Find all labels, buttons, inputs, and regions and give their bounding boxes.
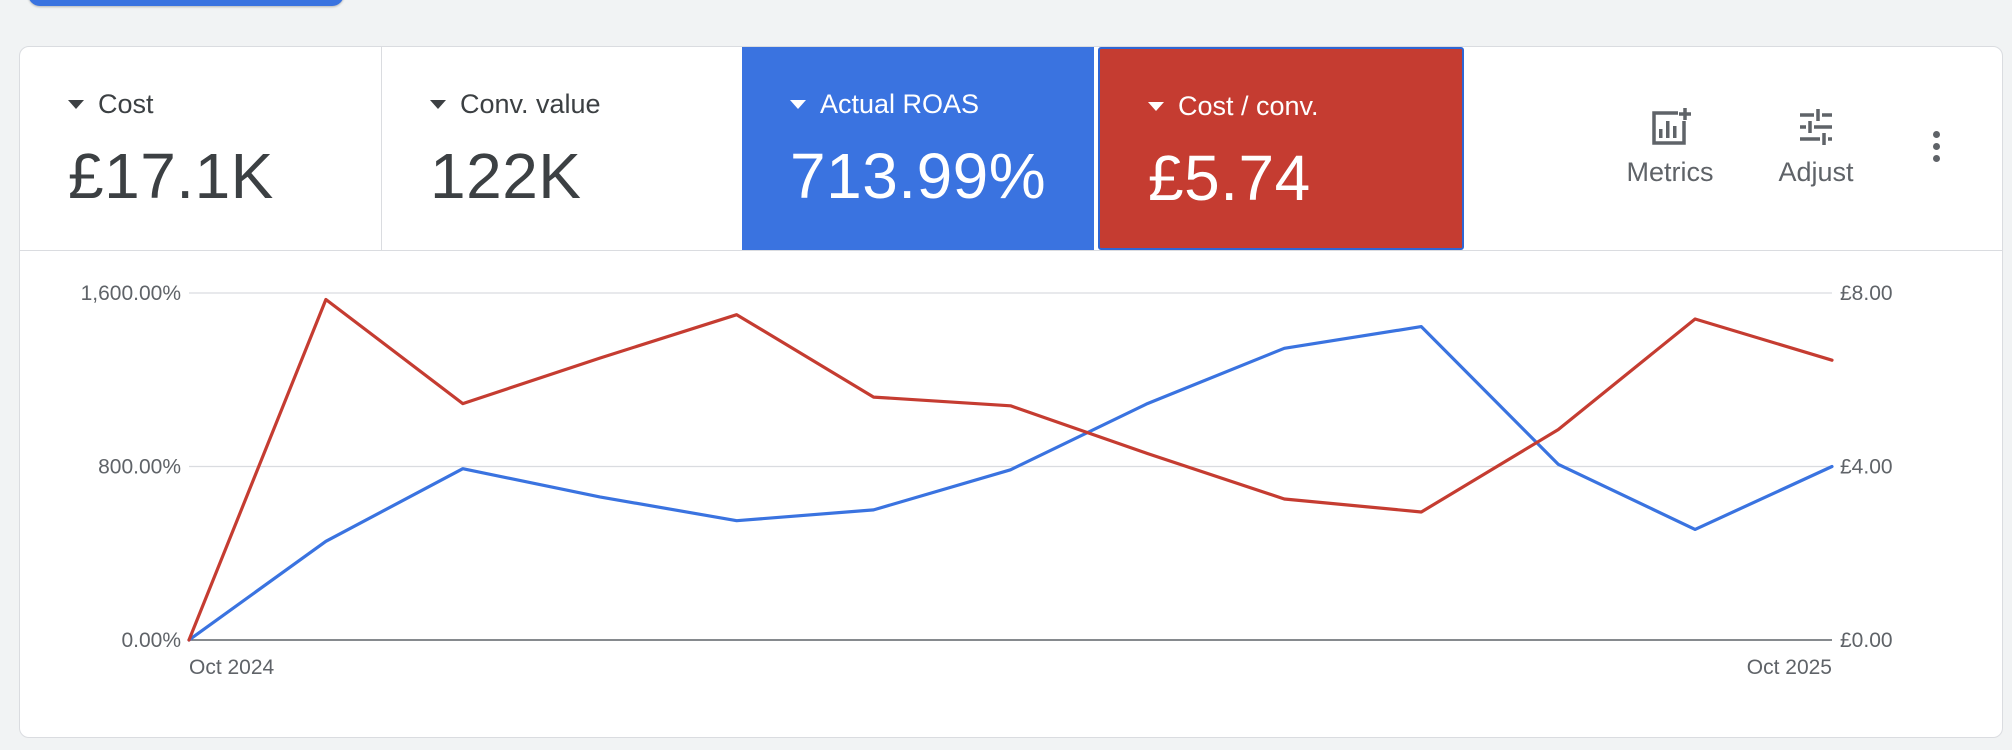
dropdown-caret-icon[interactable] <box>430 100 446 109</box>
performance-chart: 0.00% £0.00 800.00% £4.00 1,600.00% £8.00 Oct … <box>81 282 1893 679</box>
scorecard-cost-per-conv[interactable]: Cost / conv. £5.74 <box>1098 47 1464 250</box>
scorecard-label: Conv. value <box>460 89 601 119</box>
scorecard-label: Actual ROAS <box>820 89 980 119</box>
metrics-button[interactable]: Metrics <box>1610 107 1730 188</box>
scorecard-value: 713.99% <box>790 140 1047 212</box>
dropdown-caret-icon[interactable] <box>1148 102 1164 111</box>
performance-card: Cost £17.1K Conv. value 122K Actual ROAS… <box>19 46 2003 738</box>
y-left-tick-label: 1,600.00% <box>81 282 181 305</box>
scorecard-value: £5.74 <box>1148 142 1311 214</box>
more-vert-icon[interactable] <box>1926 131 1946 171</box>
x-tick-label: Oct 2024 <box>189 656 275 679</box>
scorecard-value: 122K <box>430 140 582 212</box>
y-left-tick-label: 800.00% <box>98 456 181 479</box>
metrics-label: Metrics <box>1626 157 1714 187</box>
scorecard-label: Cost <box>98 89 154 119</box>
scorecard-actual-roas[interactable]: Actual ROAS 713.99% <box>742 47 1094 250</box>
scorecard-label: Cost / conv. <box>1178 91 1319 121</box>
add-chart-icon <box>1652 108 1691 145</box>
adjust-button[interactable]: Adjust <box>1756 107 1876 188</box>
x-tick-label: Oct 2025 <box>1747 656 1832 679</box>
y-right-tick-label: £8.00 <box>1840 282 1893 305</box>
series-line-cost-per-conv[interactable] <box>187 297 1834 642</box>
y-left-tick-label: 0.00% <box>121 629 181 652</box>
dropdown-caret-icon[interactable] <box>790 100 806 109</box>
dropdown-caret-icon[interactable] <box>68 100 84 109</box>
series-line-actual-roas[interactable] <box>187 325 1834 642</box>
scorecard-value: £17.1K <box>68 140 274 212</box>
top-action-button[interactable] <box>28 0 344 6</box>
tune-sliders-icon <box>1800 109 1832 145</box>
scorecard-row: Cost £17.1K Conv. value 122K Actual ROAS… <box>20 47 2002 251</box>
y-right-tick-label: £0.00 <box>1840 629 1893 652</box>
adjust-label: Adjust <box>1778 157 1854 187</box>
scorecard-conv-value[interactable]: Conv. value 122K <box>382 47 740 250</box>
y-right-tick-label: £4.00 <box>1840 456 1893 479</box>
scorecard-cost[interactable]: Cost £17.1K <box>20 47 382 250</box>
